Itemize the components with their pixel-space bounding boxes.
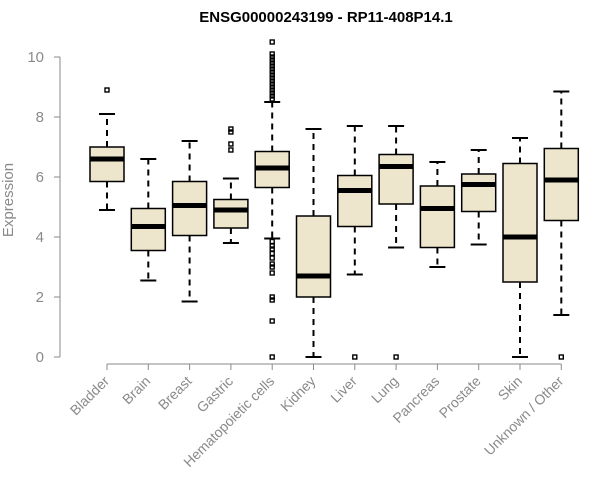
outlier-point — [269, 66, 275, 72]
iqr-box — [89, 146, 125, 183]
x-tick-label: Kidney — [277, 373, 319, 415]
iqr-box — [213, 198, 249, 229]
outlier-point — [269, 78, 275, 84]
box-lung — [378, 125, 414, 360]
outlier-point — [269, 90, 275, 96]
outlier-point — [269, 294, 275, 300]
x-tick-label: Liver — [327, 373, 360, 406]
x-tick-label: Brain — [119, 373, 153, 407]
box-kidney — [295, 128, 332, 358]
x-tick-label: Breast — [155, 373, 195, 413]
outlier-point — [269, 63, 275, 69]
outlier-point — [269, 60, 275, 66]
outlier-point — [269, 39, 275, 45]
iqr-box — [378, 153, 414, 205]
x-tick-label: Prostate — [436, 373, 484, 421]
iqr-box — [171, 180, 208, 237]
box-bladder — [89, 87, 125, 211]
outlier-point — [269, 243, 275, 249]
iqr-box — [502, 162, 538, 283]
x-tick-label: Skin — [495, 373, 526, 404]
iqr-box — [419, 185, 456, 249]
box-breast — [171, 140, 208, 303]
outlier-point — [269, 261, 275, 267]
outlier-point — [269, 69, 275, 75]
outlier-point — [269, 246, 275, 252]
y-axis-label: Expression — [0, 163, 17, 237]
outlier-point — [269, 238, 275, 245]
outlier-point — [269, 75, 275, 81]
outlier-point — [352, 354, 358, 360]
outlier-point — [393, 354, 399, 360]
box-hematopoietic-cells — [254, 39, 290, 360]
y-tick-label: 0 — [36, 349, 44, 366]
iqr-box — [460, 173, 497, 213]
box-brain — [130, 158, 167, 282]
x-tick-label: Bladder — [67, 373, 113, 419]
outlier-point — [269, 87, 275, 93]
outlier-point — [228, 147, 234, 153]
outlier-point — [269, 270, 275, 276]
outlier-point — [104, 87, 110, 93]
outlier-point — [269, 96, 275, 102]
plot-area — [89, 39, 580, 360]
y-tick-label: 4 — [36, 229, 44, 246]
outlier-point — [269, 51, 275, 57]
outlier-point — [269, 84, 275, 90]
iqr-box — [295, 215, 332, 298]
outlier-point — [269, 72, 275, 78]
outlier-point — [228, 141, 234, 147]
outlier-point — [269, 255, 275, 261]
outlier-point — [269, 57, 275, 63]
outlier-point — [269, 250, 275, 257]
box-pancreas — [419, 161, 456, 268]
y-tick-label: 10 — [27, 49, 44, 66]
outlier-point — [558, 354, 564, 360]
box-prostate — [460, 149, 497, 246]
x-tick-label: Lung — [368, 373, 401, 406]
outlier-point — [269, 93, 275, 99]
outlier-point — [228, 129, 234, 135]
iqr-box — [130, 207, 167, 252]
outlier-point — [228, 126, 234, 132]
iqr-box — [337, 174, 373, 228]
box-gastric — [213, 126, 249, 244]
box-liver — [337, 125, 373, 360]
box-unknown-other — [543, 90, 580, 360]
y-tick-label: 8 — [36, 109, 44, 126]
y-tick-label: 6 — [36, 169, 44, 186]
outlier-point — [269, 354, 275, 360]
box-skin — [502, 137, 538, 358]
outlier-point — [269, 81, 275, 87]
iqr-box — [543, 147, 580, 222]
outlier-point — [269, 264, 275, 270]
outlier-point — [269, 318, 275, 324]
y-tick-label: 2 — [36, 289, 44, 306]
outlier-point — [269, 297, 275, 303]
outlier-point — [269, 54, 275, 60]
chart-title: ENSG00000243199 - RP11-408P14.1 — [199, 9, 453, 26]
